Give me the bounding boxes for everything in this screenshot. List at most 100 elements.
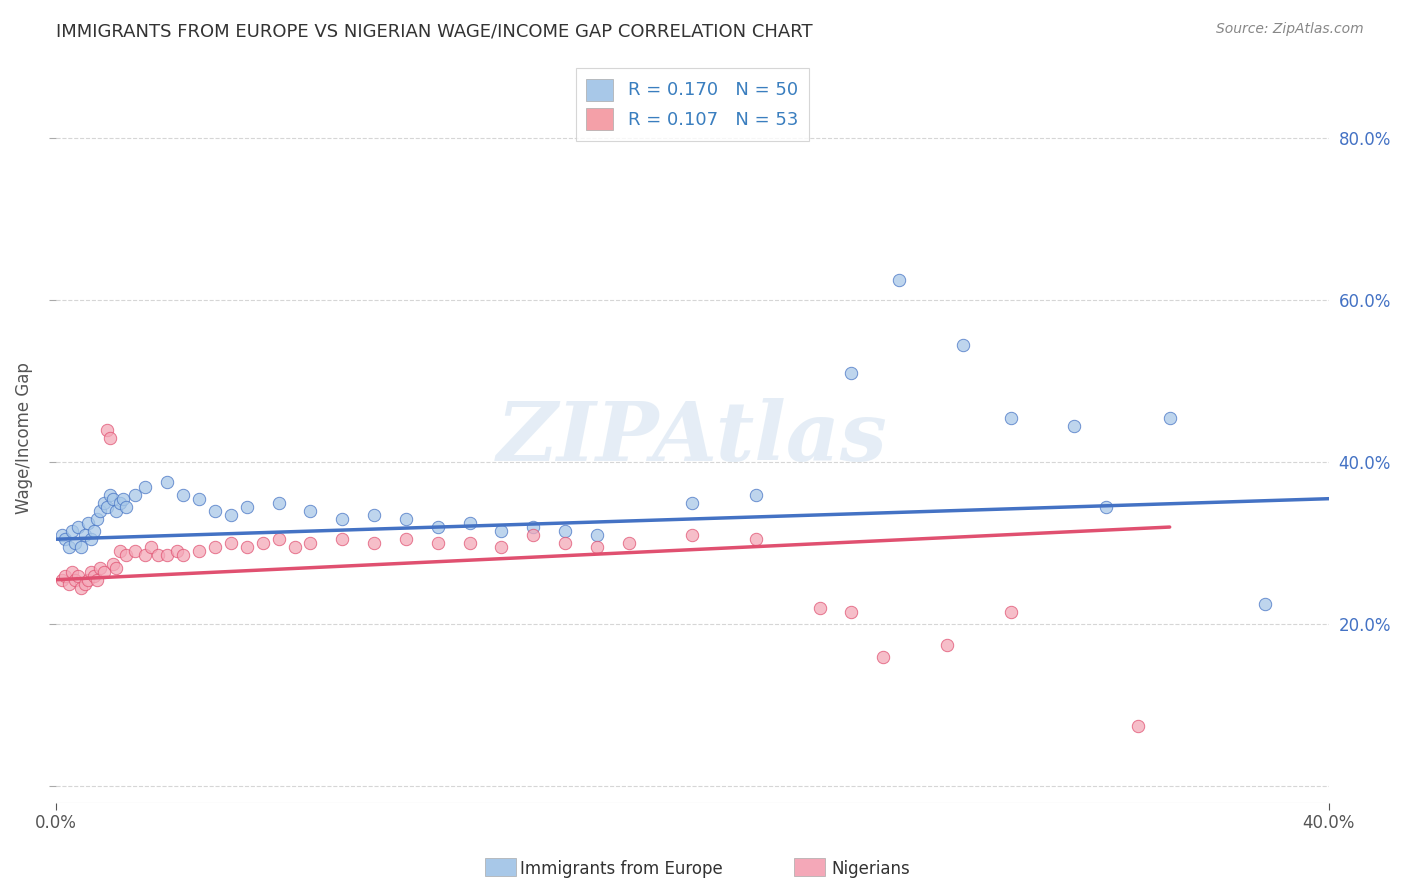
Point [73,576,96,591]
Point [63,573,86,587]
Point [51,573,73,587]
Point [105,560,128,574]
Point [76,573,98,587]
Point [745,488,768,502]
Point [80,565,103,579]
Point [103,491,125,506]
Point [1063,418,1085,433]
Point [363,536,385,550]
Point [586,541,609,555]
Point [111,491,134,506]
Point [522,528,544,542]
Point [188,544,211,558]
Point [115,549,138,563]
Point [156,549,179,563]
Point [55,568,77,582]
Point [134,549,156,563]
Point [98,488,121,502]
Text: Immigrants from Europe: Immigrants from Europe [520,860,723,878]
Y-axis label: Wage/Income Gap: Wage/Income Gap [15,362,32,514]
Point [146,549,169,563]
Point [166,544,188,558]
Point [330,512,353,526]
Point [841,366,863,380]
Point [1000,605,1022,619]
Point [267,532,290,546]
Point [70,541,93,555]
Point [83,568,105,582]
Point [86,573,108,587]
Point [93,496,115,510]
Point [252,536,274,550]
Point [889,273,911,287]
Point [330,532,353,546]
Point [554,524,576,538]
Point [395,532,418,546]
Point [952,337,974,351]
Point [219,536,242,550]
Point [363,508,385,522]
Point [219,508,242,522]
Point [115,500,138,514]
Point [458,516,481,530]
Point [458,536,481,550]
Point [522,520,544,534]
Point [96,500,118,514]
Point [188,491,211,506]
Point [108,544,131,558]
Point [76,516,98,530]
Point [808,601,831,615]
Point [236,500,259,514]
Point [89,504,111,518]
Point [172,549,194,563]
Point [58,541,80,555]
Point [1095,500,1118,514]
Point [204,541,226,555]
Point [60,565,83,579]
Point [1126,718,1149,732]
Point [267,496,290,510]
Legend: R = 0.170   N = 50, R = 0.107   N = 53: R = 0.170 N = 50, R = 0.107 N = 53 [575,68,808,141]
Point [204,504,226,518]
Point [681,528,703,542]
Point [80,532,103,546]
Point [426,520,449,534]
Point [93,565,115,579]
Point [124,488,146,502]
Point [89,560,111,574]
Point [284,541,307,555]
Point [745,532,768,546]
Point [73,528,96,542]
Point [55,532,77,546]
Point [60,524,83,538]
Point [236,541,259,555]
Point [299,536,322,550]
Point [58,576,80,591]
Point [1000,410,1022,425]
Point [491,524,513,538]
Point [67,520,90,534]
Point [872,649,894,664]
Point [172,488,194,502]
Point [83,524,105,538]
Point [395,512,418,526]
Point [935,638,957,652]
Point [51,528,73,542]
Text: IMMIGRANTS FROM EUROPE VS NIGERIAN WAGE/INCOME GAP CORRELATION CHART: IMMIGRANTS FROM EUROPE VS NIGERIAN WAGE/… [56,22,813,40]
Text: ZIPAtlas: ZIPAtlas [496,398,887,478]
Point [70,581,93,595]
Point [105,504,128,518]
Point [108,496,131,510]
Point [1254,597,1277,611]
Point [554,536,576,550]
Point [124,544,146,558]
Point [134,479,156,493]
Point [299,504,322,518]
Point [96,423,118,437]
Point [156,475,179,490]
Point [141,541,163,555]
Text: Source: ZipAtlas.com: Source: ZipAtlas.com [1216,22,1364,37]
Point [86,512,108,526]
Point [426,536,449,550]
Point [67,568,90,582]
